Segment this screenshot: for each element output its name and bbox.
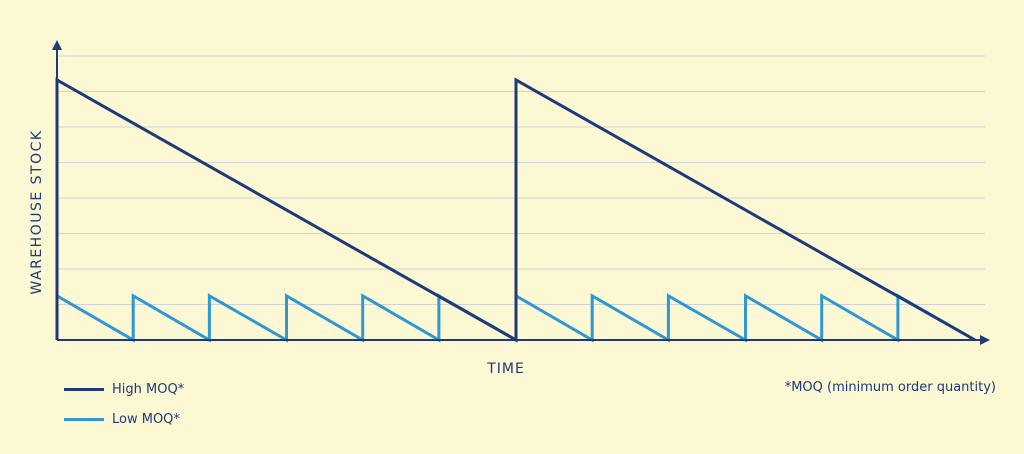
legend-swatch-low-moq [64, 417, 104, 421]
x-axis-arrow-icon [980, 335, 990, 345]
footnote: *MOQ (minimum order quantity) [784, 380, 996, 395]
y-axis-label: WAREHOUSE STOCK [29, 129, 45, 294]
y-axis-arrow-icon [52, 40, 62, 50]
grid-lines [57, 55, 985, 305]
legend-label-low-moq: Low MOQ* [112, 411, 180, 427]
legend-label-high-moq: High MOQ* [112, 381, 185, 397]
legend-item-low-moq: Low MOQ* [64, 410, 184, 428]
x-axis-label: TIME [486, 361, 525, 377]
legend: High MOQ* Low MOQ* [64, 380, 184, 440]
legend-item-high-moq: High MOQ* [64, 380, 184, 398]
axes [52, 40, 990, 345]
series-lines [55, 77, 976, 343]
legend-swatch-high-moq [64, 387, 104, 391]
series-line-high-moq [55, 77, 976, 343]
